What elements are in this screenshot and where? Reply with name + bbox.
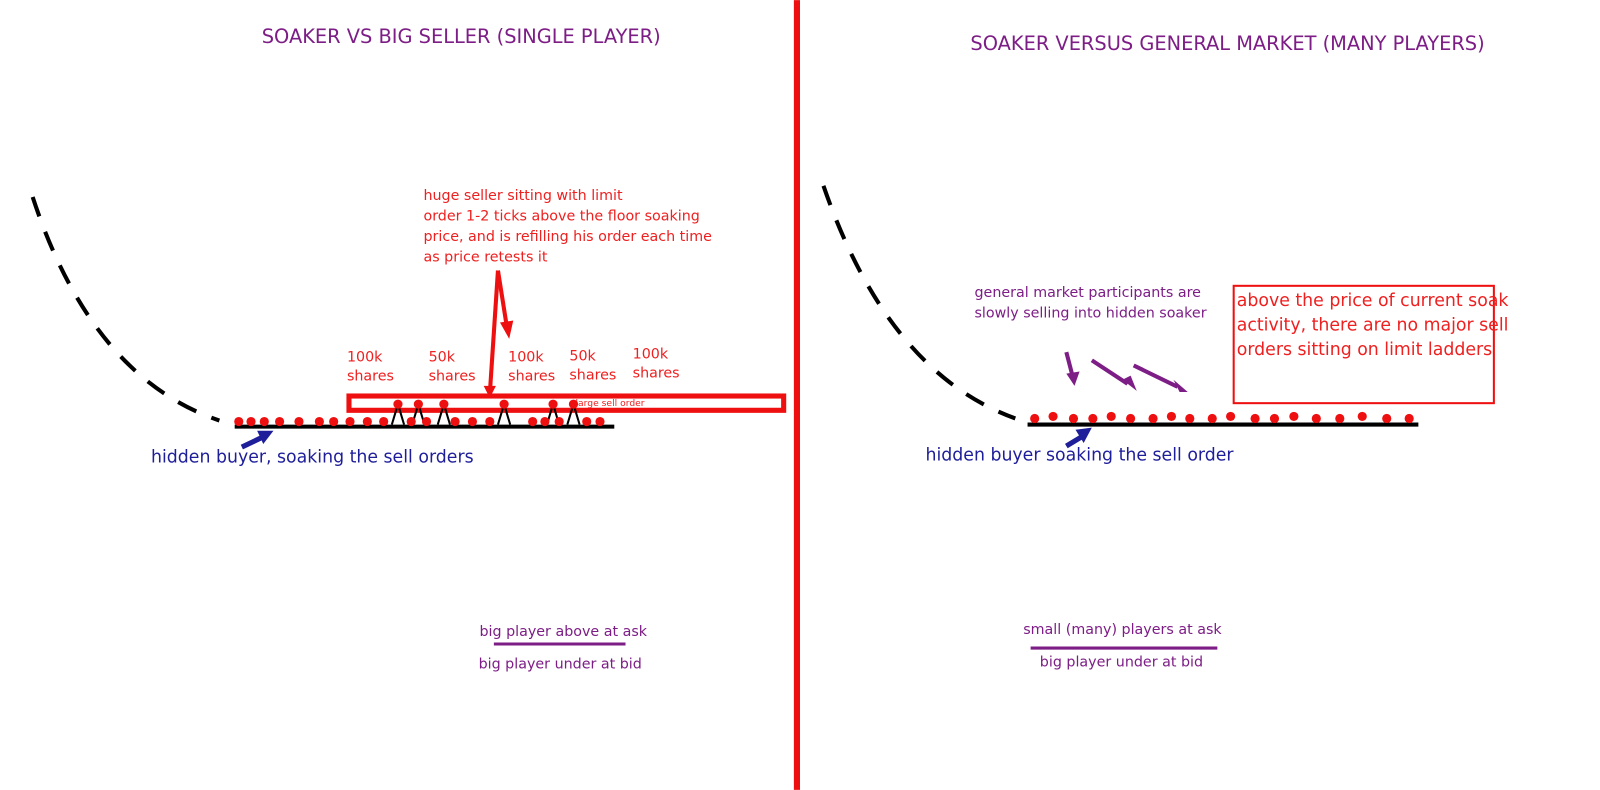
dot <box>259 416 269 427</box>
note-line: order 1-2 ticks above the floor soaking <box>423 209 699 225</box>
note-box <box>1232 284 1495 405</box>
note-line: slowly selling into hidden soaker <box>974 305 1206 321</box>
arrow-head <box>500 320 514 339</box>
dot <box>329 416 339 427</box>
note-line: orders sitting on limit ladders <box>1237 340 1492 360</box>
arrow-head <box>483 385 496 399</box>
dot <box>1357 411 1367 422</box>
price-curve <box>821 185 1016 421</box>
arrow-head <box>257 430 274 444</box>
dot <box>421 416 432 427</box>
dot <box>485 416 495 427</box>
dot <box>246 416 256 427</box>
box-note: above the price of current soak activity,… <box>1237 291 1509 360</box>
trades <box>234 399 605 427</box>
share-size: 50k <box>569 348 596 364</box>
buyer-arrow <box>1065 434 1083 449</box>
sell-order-box <box>346 393 787 413</box>
share-size: 100k <box>633 346 669 362</box>
share-size: 50k <box>429 349 456 365</box>
share-unit: shares <box>347 369 394 385</box>
dot <box>1030 413 1040 424</box>
dot <box>554 416 564 427</box>
buyer-label: hidden buyer soaking the sell order <box>926 445 1235 465</box>
note-line: above the price of current soak <box>1237 291 1509 311</box>
share-unit: shares <box>633 366 680 382</box>
dot <box>1311 413 1321 424</box>
dot <box>1185 413 1195 424</box>
buyer-arrow <box>240 434 265 450</box>
dot <box>1048 411 1058 422</box>
note-line: general market participants are <box>974 285 1201 301</box>
dot <box>1269 413 1280 424</box>
participants-note: general market participants are slowly se… <box>974 285 1206 321</box>
dot <box>439 399 449 409</box>
dot <box>1126 413 1136 424</box>
dot <box>275 416 285 427</box>
dot <box>548 399 558 409</box>
dot <box>406 416 416 427</box>
note-line: activity, there are no major sell <box>1237 316 1509 336</box>
dot <box>540 416 550 427</box>
arrow <box>487 270 500 395</box>
bid-label: big player under at bid <box>1040 654 1203 670</box>
dot <box>1068 413 1079 424</box>
share-size: 100k <box>508 349 544 365</box>
buyer-label: hidden buyer, soaking the sell orders <box>151 447 474 467</box>
note-line: huge seller sitting with limit <box>423 188 623 204</box>
dot <box>314 416 324 427</box>
share-unit: shares <box>429 369 476 385</box>
dot <box>528 416 538 427</box>
dot <box>1289 411 1299 422</box>
dot <box>234 416 244 427</box>
dot <box>1404 413 1414 424</box>
dot <box>1226 411 1236 422</box>
dot <box>393 399 403 409</box>
dot <box>362 416 372 427</box>
dot <box>582 416 592 427</box>
share-size: 100k <box>347 349 383 365</box>
note-line: as price retests it <box>423 249 547 265</box>
dot <box>1088 413 1098 424</box>
price-curve <box>30 196 221 423</box>
trades <box>1030 411 1414 424</box>
arrow-heads <box>1066 371 1188 392</box>
dot <box>345 416 355 427</box>
dot <box>413 399 423 409</box>
dot <box>379 416 389 427</box>
ask-label: small (many) players at ask <box>1023 622 1222 638</box>
arrow-head <box>1075 427 1092 443</box>
sell-arrows <box>1064 351 1179 389</box>
arrow <box>495 270 510 329</box>
dot <box>595 416 605 427</box>
dot <box>294 416 304 427</box>
dot <box>450 416 460 427</box>
dot <box>1148 413 1158 424</box>
dot <box>1207 413 1217 424</box>
left-title: SOAKER VS BIG SELLER (SINGLE PLAYER) <box>262 25 661 48</box>
dot <box>568 399 579 409</box>
dot <box>1335 413 1345 424</box>
right-title: SOAKER VERSUS GENERAL MARKET (MANY PLAYE… <box>970 32 1484 55</box>
dot <box>1166 411 1177 422</box>
dot <box>499 399 509 409</box>
share-unit: shares <box>508 369 555 385</box>
dot <box>1250 413 1260 424</box>
dot <box>1382 413 1392 424</box>
bid-label: big player under at bid <box>479 656 642 672</box>
note-line: price, and is refilling his order each t… <box>423 229 712 245</box>
dot <box>467 416 478 427</box>
large-order-label: large sell order <box>576 398 645 409</box>
ask-label: big player above at ask <box>479 624 647 640</box>
share-unit: shares <box>569 368 616 384</box>
share-labels: 100k shares 50k shares 100k shares 50k shares 10… <box>347 346 680 384</box>
dot <box>1106 411 1116 422</box>
seller-note: huge seller sitting with limit order 1-2 … <box>423 188 712 265</box>
